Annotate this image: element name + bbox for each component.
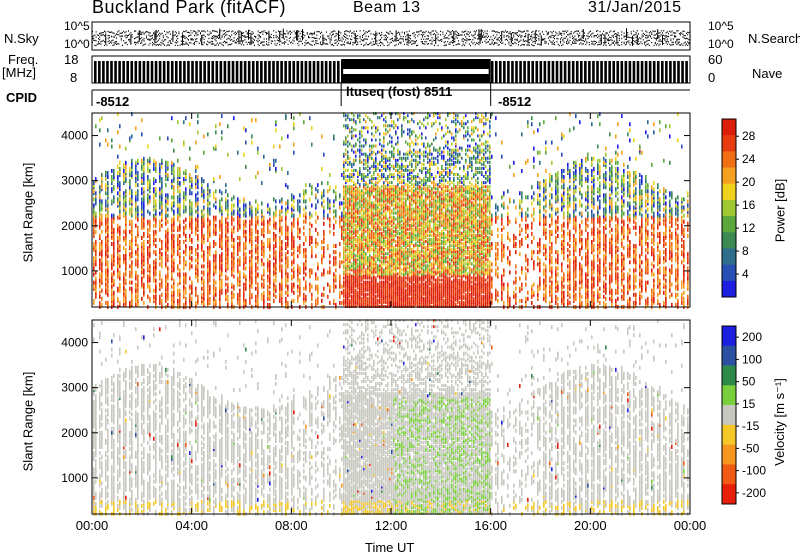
velocity-colorbar-swatch <box>722 346 736 366</box>
power-colorbar-swatch <box>722 265 736 281</box>
velocity-ylabel: Slant Range [km] <box>21 362 36 482</box>
velocity-colorbar-label: 200 <box>742 330 762 344</box>
velocity-cells <box>93 319 689 516</box>
power-colorbar-swatch <box>722 248 736 264</box>
power-colorbar-swatch <box>722 151 736 167</box>
noise-strip <box>92 28 691 46</box>
velocity-colorbar-swatch <box>722 445 736 465</box>
power-colorbar-label: 12 <box>742 221 756 235</box>
velocity-colorbar-label: Velocity [m s⁻¹] <box>772 362 788 482</box>
power-ytick-label: 4000 <box>61 129 88 143</box>
x-tick-label: 20:00 <box>574 518 607 533</box>
power-colorbar-swatch <box>722 135 736 151</box>
velocity-ytick-label: 3000 <box>61 381 88 395</box>
velocity-ytick-label: 1000 <box>61 471 88 485</box>
velocity-colorbar-swatch <box>722 366 736 386</box>
velocity-colorbar-label: 15 <box>742 397 756 411</box>
power-ytick-label: 1000 <box>61 264 88 278</box>
power-ylabel: Slant Range [km] <box>21 153 36 273</box>
x-tick-label: 08:00 <box>275 518 308 533</box>
freq-fost-gap <box>343 69 489 74</box>
power-cells <box>93 112 689 309</box>
velocity-colorbar-swatch <box>722 405 736 425</box>
power-colorbar-swatch <box>722 200 736 216</box>
velocity-colorbar-label: -15 <box>742 419 760 433</box>
power-ytick-label: 2000 <box>61 219 88 233</box>
power-ytick-label: 3000 <box>61 174 88 188</box>
power-colorbar-label: Power [dB] <box>773 166 788 256</box>
power-colorbar-label: 8 <box>742 244 749 258</box>
velocity-colorbar-swatch <box>722 385 736 405</box>
power-colorbar-swatch <box>722 184 736 200</box>
velocity-colorbar-label: 100 <box>742 352 762 366</box>
power-colorbar-label: 20 <box>742 175 756 189</box>
power-colorbar-label: 28 <box>742 129 756 143</box>
velocity-colorbar-swatch <box>722 464 736 484</box>
velocity-ytick-label: 4000 <box>61 336 88 350</box>
velocity-colorbar-label: -200 <box>742 486 766 500</box>
power-colorbar-label: 24 <box>742 152 756 166</box>
velocity-colorbar-label: -50 <box>742 441 760 455</box>
x-tick-label: 04:00 <box>175 518 208 533</box>
velocity-colorbar-swatch <box>722 425 736 445</box>
x-axis-label: Time UT <box>365 540 414 555</box>
velocity-colorbar-label: 50 <box>742 375 756 389</box>
x-tick-label: 12:00 <box>375 518 408 533</box>
power-colorbar-swatch <box>722 216 736 232</box>
velocity-colorbar-swatch <box>722 326 736 346</box>
power-colorbar-swatch <box>722 232 736 248</box>
power-colorbar-label: 16 <box>742 198 756 212</box>
power-colorbar-label: 4 <box>742 267 749 281</box>
velocity-colorbar-label: -100 <box>742 464 766 478</box>
velocity-ytick-label: 2000 <box>61 426 88 440</box>
x-tick-label: 00:00 <box>76 518 109 533</box>
power-colorbar-swatch <box>722 168 736 184</box>
x-tick-label: 16:00 <box>474 518 507 533</box>
power-colorbar-swatch <box>722 119 736 135</box>
power-colorbar-swatch <box>722 281 736 297</box>
x-tick-label: 00:00 <box>674 518 707 533</box>
noise-axis-frame <box>92 22 690 50</box>
velocity-colorbar-swatch <box>722 484 736 504</box>
